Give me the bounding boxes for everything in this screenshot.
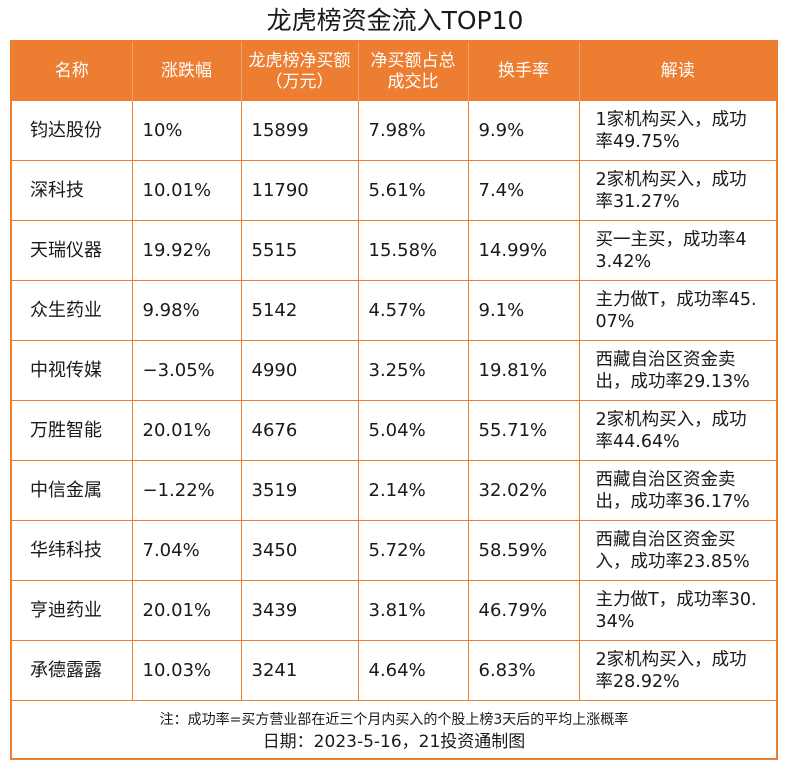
footnote: 注：成功率=买方营业部在近三个月内买入的个股上榜3天后的平均上涨概率 [159,712,629,728]
cell-name: 中信金属 [12,460,133,521]
cell-name: 中视传媒 [12,340,133,401]
cell-net-buy-ratio: 3.25% [358,340,469,401]
cell-interpretation: 2家机构买入，成功率28.92% [579,640,776,701]
table-footer: 注：成功率=买方营业部在近三个月内买入的个股上榜3天后的平均上涨概率 日期：20… [12,702,776,754]
cell-turnover: 55.71% [468,400,580,461]
date-line: 日期：2023-5-16，21投资通制图 [262,732,526,752]
header-net-buy: 龙虎榜净买额（万元） [241,42,359,101]
cell-turnover: 32.02% [468,460,580,521]
cell-net-buy-ratio: 5.72% [358,520,469,581]
cell-change: 20.01% [132,400,242,461]
cell-net-buy-ratio: 5.61% [358,160,469,221]
cell-net-buy-ratio: 4.57% [358,280,469,341]
table-row: 华纬科技 7.04% 3450 5.72% 58.59% 西藏自治区资金买入，成功率23.… [12,520,776,581]
cell-change: 10.01% [132,160,242,221]
cell-change: 7.04% [132,520,242,581]
cell-change: −3.05% [132,340,242,401]
cell-turnover: 14.99% [468,220,580,281]
table-row: 众生药业 9.98% 5142 4.57% 9.1% 主力做T，成功率45.07% [12,280,776,341]
cell-net-buy: 5515 [241,220,359,281]
table-header-row: 名称 涨跌幅 龙虎榜净买额（万元） 净买额占总成交比 换手率 解读 [12,42,776,101]
cell-change: 19.92% [132,220,242,281]
table-row: 中视传媒 −3.05% 4990 3.25% 19.81% 西藏自治区资金卖出，成功率29… [12,340,776,401]
cell-interpretation: 2家机构买入，成功率31.27% [579,160,776,221]
cell-name: 亨迪药业 [12,580,133,641]
cell-interpretation: 西藏自治区资金卖出，成功率29.13% [579,340,776,401]
cell-net-buy: 4990 [241,340,359,401]
table-frame: 名称 涨跌幅 龙虎榜净买额（万元） 净买额占总成交比 换手率 解读 钧达股份 10… [10,40,778,760]
cell-change: 9.98% [132,280,242,341]
cell-name: 承德露露 [12,640,133,701]
cell-turnover: 9.9% [468,101,580,161]
cell-name: 华纬科技 [12,520,133,581]
header-interpretation: 解读 [579,42,776,101]
table-row: 承德露露 10.03% 3241 4.64% 6.83% 2家机构买入，成功率28.92% [12,640,776,701]
cell-interpretation: 主力做T，成功率45.07% [579,280,776,341]
table-row: 天瑞仪器 19.92% 5515 15.58% 14.99% 买一主买，成功率43.42% [12,220,776,281]
cell-name: 众生药业 [12,280,133,341]
cell-interpretation: 主力做T，成功率30.34% [579,580,776,641]
cell-net-buy: 15899 [241,101,359,161]
cell-turnover: 7.4% [468,160,580,221]
cell-interpretation: 2家机构买入，成功率44.64% [579,400,776,461]
cell-turnover: 46.79% [468,580,580,641]
cell-net-buy: 3439 [241,580,359,641]
cell-turnover: 6.83% [468,640,580,701]
cell-net-buy-ratio: 15.58% [358,220,469,281]
cell-net-buy: 3241 [241,640,359,701]
table-row: 钧达股份 10% 15899 7.98% 9.9% 1家机构买入，成功率49.75% [12,101,776,161]
cell-interpretation: 西藏自治区资金卖出，成功率36.17% [579,460,776,521]
cell-name: 钧达股份 [12,101,133,161]
cell-name: 万胜智能 [12,400,133,461]
cell-interpretation: 1家机构买入，成功率49.75% [579,101,776,161]
cell-net-buy: 3450 [241,520,359,581]
header-change: 涨跌幅 [132,42,242,101]
cell-net-buy-ratio: 3.81% [358,580,469,641]
cell-net-buy-ratio: 5.04% [358,400,469,461]
page-title: 龙虎榜资金流入TOP10 [266,6,524,35]
cell-interpretation: 西藏自治区资金买入，成功率23.85% [579,520,776,581]
cell-net-buy: 11790 [241,160,359,221]
table-row: 亨迪药业 20.01% 3439 3.81% 46.79% 主力做T，成功率30.34% [12,580,776,641]
table-row: 万胜智能 20.01% 4676 5.04% 55.71% 2家机构买入，成功率44.64… [12,400,776,461]
cell-change: 10.03% [132,640,242,701]
cell-net-buy-ratio: 2.14% [358,460,469,521]
cell-net-buy-ratio: 7.98% [358,101,469,161]
cell-turnover: 58.59% [468,520,580,581]
cell-name: 深科技 [12,160,133,221]
table-body: 钧达股份 10% 15899 7.98% 9.9% 1家机构买入，成功率49.75% 深科技… [12,101,776,701]
cell-change: −1.22% [132,460,242,521]
header-name: 名称 [12,42,133,101]
cell-net-buy: 4676 [241,400,359,461]
cell-turnover: 19.81% [468,340,580,401]
cell-net-buy: 5142 [241,280,359,341]
cell-change: 10% [132,101,242,161]
cell-turnover: 9.1% [468,280,580,341]
cell-net-buy-ratio: 4.64% [358,640,469,701]
header-net-buy-ratio: 净买额占总成交比 [358,42,469,101]
cell-name: 天瑞仪器 [12,220,133,281]
cell-change: 20.01% [132,580,242,641]
fund-inflow-table: 名称 涨跌幅 龙虎榜净买额（万元） 净买额占总成交比 换手率 解读 钧达股份 10… [12,42,776,701]
cell-net-buy: 3519 [241,460,359,521]
table-row: 深科技 10.01% 11790 5.61% 7.4% 2家机构买入，成功率31.27% [12,160,776,221]
cell-interpretation: 买一主买，成功率43.42% [579,220,776,281]
header-turnover: 换手率 [468,42,580,101]
table-row: 中信金属 −1.22% 3519 2.14% 32.02% 西藏自治区资金卖出，成功率36… [12,460,776,521]
